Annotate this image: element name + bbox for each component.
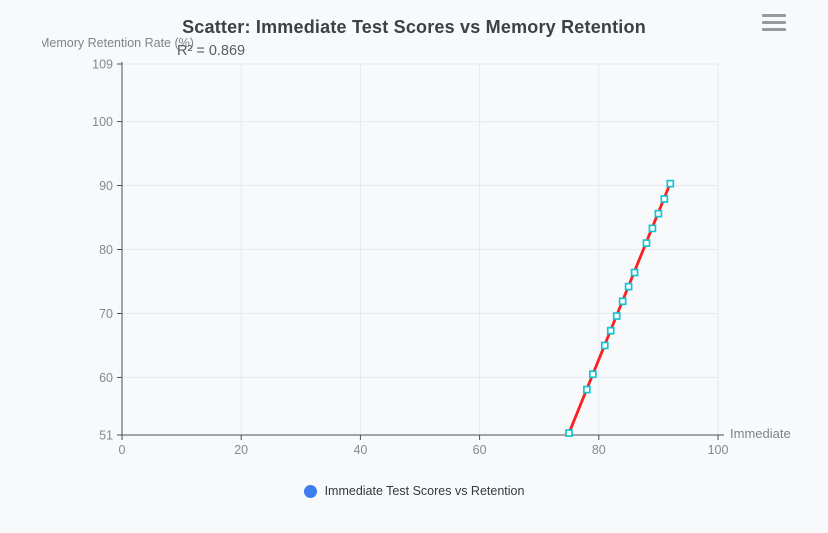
hamburger-menu-icon[interactable] [762,14,786,34]
x-tick-label: 100 [708,443,729,457]
scatter-point[interactable] [624,282,633,291]
scatter-point[interactable] [642,239,651,247]
scatter-point[interactable] [565,429,573,437]
hamburger-bar [762,14,786,17]
scatter-plot-svg[interactable]: 51 60 70 80 90 100 109 0 20 40 60 80 100 [0,0,828,470]
r-squared-annotation: R² = 0.869 [177,43,246,59]
scatter-point[interactable] [660,195,669,203]
x-axis-name: Immediate [730,426,791,441]
x-tick-label: 60 [473,443,487,457]
page-title: Scatter: Immediate Test Scores vs Memory… [182,17,646,37]
y-axis-name: Memory Retention Rate (%) [42,36,194,50]
y-tick-label: 51 [99,429,113,443]
y-tick-label: 80 [99,243,113,257]
y-tick-label: 100 [92,115,113,129]
scatter-points [565,179,675,437]
scatter-point[interactable] [666,179,675,188]
x-tick-label: 0 [119,443,126,457]
legend-marker-icon [303,484,317,498]
scatter-point[interactable] [588,370,597,379]
scatter-point[interactable] [618,297,627,306]
hamburger-bar [762,28,786,31]
scatter-point[interactable] [583,385,591,394]
y-tick-label: 109 [92,58,113,72]
x-tick-label: 40 [353,443,367,457]
scatter-point[interactable] [654,209,663,218]
y-tick-label: 60 [99,371,113,385]
axis-lines [121,62,724,436]
grid-lines [122,63,719,435]
scatter-point[interactable] [612,312,621,320]
scatter-point[interactable] [648,224,657,233]
scatter-point[interactable] [606,326,615,335]
axis-ticks: 51 60 70 80 90 100 109 0 20 40 60 80 100 [92,58,728,458]
y-tick-label: 70 [99,307,113,321]
scatter-point[interactable] [600,341,609,350]
x-tick-label: 20 [234,443,248,457]
y-tick-label: 90 [99,179,113,193]
hamburger-bar [762,21,786,24]
x-tick-label: 80 [592,443,606,457]
trend-line [567,181,672,435]
scatter-point[interactable] [630,268,639,277]
legend-label: Immediate Test Scores vs Retention [324,484,525,498]
legend[interactable]: Immediate Test Scores vs Retention [0,484,828,498]
